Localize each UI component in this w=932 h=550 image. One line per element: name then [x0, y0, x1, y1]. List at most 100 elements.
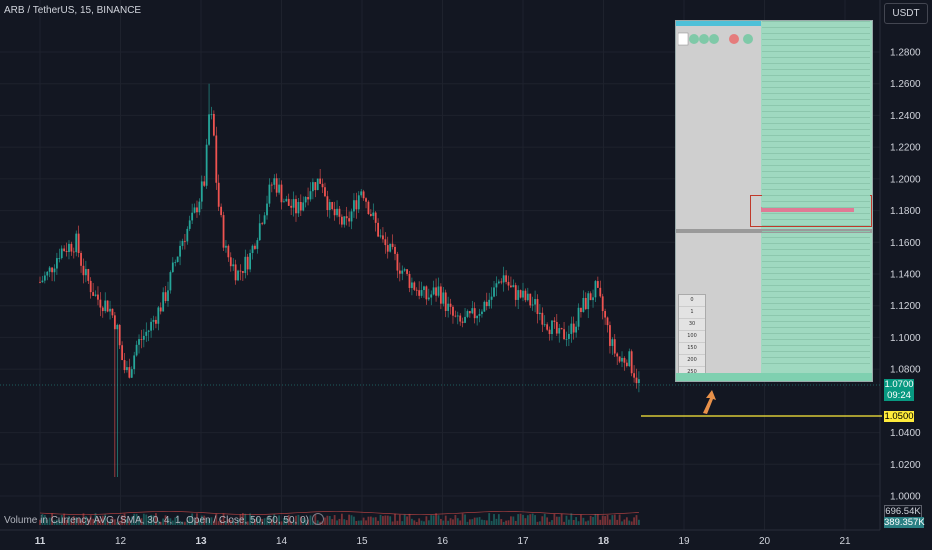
- candle-body: [606, 317, 609, 326]
- volume-bar: [372, 517, 375, 525]
- volume-bar: [548, 521, 551, 525]
- volume-bar: [225, 521, 227, 525]
- candle-body: [616, 353, 619, 357]
- candle-body: [307, 196, 309, 200]
- dom-selector-value[interactable]: 0: [679, 295, 705, 307]
- volume-bar: [633, 517, 635, 525]
- dom-option[interactable]: 150: [679, 343, 705, 355]
- dom-option[interactable]: 100: [679, 331, 705, 343]
- dom-row: [762, 231, 870, 232]
- candle-body: [357, 195, 360, 210]
- volume-bar: [87, 518, 90, 525]
- candle-body: [188, 220, 191, 229]
- dom-option[interactable]: 1: [679, 307, 705, 319]
- candle-body: [473, 308, 476, 319]
- candle-body: [541, 312, 544, 325]
- candle-body: [403, 269, 406, 271]
- volume-bar: [60, 515, 63, 525]
- candle-body: [565, 338, 568, 340]
- volume-bar: [324, 517, 326, 525]
- volume-bar: [46, 519, 49, 525]
- candle-body: [601, 296, 604, 312]
- volume-bar: [534, 515, 536, 525]
- volume-bar: [186, 519, 189, 525]
- volume-bar: [625, 517, 628, 525]
- candle-body: [551, 320, 553, 335]
- dom-row: [762, 57, 870, 58]
- volume-bar: [541, 516, 544, 525]
- volume-bar: [360, 520, 363, 525]
- candle-body: [198, 201, 201, 213]
- candle-body: [369, 213, 372, 216]
- candle-body: [113, 315, 116, 330]
- candle-body: [39, 281, 41, 283]
- volume-bar: [621, 521, 623, 525]
- volume-bar: [374, 517, 377, 525]
- dom-row: [762, 27, 870, 28]
- dom-row: [762, 33, 870, 34]
- y-tick-label: 1.1800: [890, 206, 921, 217]
- dom-row: [762, 129, 870, 130]
- candle-body: [621, 357, 623, 362]
- candle-body: [70, 243, 73, 252]
- volume-bar: [478, 517, 481, 525]
- volume-bar: [452, 519, 454, 525]
- volume-bar: [522, 514, 524, 525]
- volume-ma-line: [39, 511, 639, 515]
- volume-bar: [203, 515, 206, 525]
- volume-bar: [111, 517, 114, 525]
- candle-body: [461, 321, 464, 323]
- candle-body: [439, 286, 442, 304]
- candle-body: [111, 308, 114, 316]
- candle-body: [150, 321, 152, 331]
- candle-body: [510, 285, 512, 288]
- dom-option[interactable]: 30: [679, 319, 705, 331]
- candle-body: [314, 182, 317, 191]
- candle-body: [234, 264, 237, 281]
- candle-body: [633, 373, 635, 378]
- dom-row: [762, 105, 870, 106]
- candle-body: [524, 290, 527, 301]
- candle-body: [611, 339, 614, 346]
- volume-indicator-label[interactable]: Volume in Currency AVG (SMA, 30, 4, 1, O…: [4, 513, 324, 526]
- candle-body: [217, 182, 220, 207]
- dom-option[interactable]: 200: [679, 355, 705, 367]
- candle-body: [476, 315, 479, 319]
- dom-size-selector[interactable]: 0 1 30 100 150 200 250: [678, 294, 706, 381]
- candle-body: [123, 360, 126, 371]
- volume-bar: [415, 521, 418, 525]
- candle-body: [613, 339, 616, 354]
- candle-body: [126, 367, 128, 371]
- dom-row: [762, 123, 870, 124]
- volume-bar: [167, 518, 169, 525]
- candle-body: [152, 319, 155, 322]
- volume-bar: [138, 515, 140, 525]
- volume-bar: [604, 516, 607, 525]
- dom-row: [762, 135, 870, 136]
- volume-bar: [526, 515, 529, 525]
- volume-bar: [456, 518, 459, 525]
- volume-bar: [254, 519, 256, 525]
- dom-row: [762, 267, 870, 268]
- candle-body: [570, 323, 573, 334]
- x-tick-label: 20: [759, 536, 771, 547]
- volume-bar: [439, 518, 442, 525]
- volume-bar: [256, 517, 259, 525]
- candle-body: [464, 316, 466, 323]
- volume-bar: [162, 518, 165, 525]
- volume-bar: [500, 519, 503, 525]
- symbol-title[interactable]: ARB / TetherUS, 15, BINANCE: [4, 5, 142, 16]
- arrow-annotation[interactable]: [703, 390, 716, 414]
- dom-row: [762, 261, 870, 262]
- candle-body: [171, 262, 174, 273]
- volume-bar: [558, 516, 561, 525]
- dom-row: [762, 21, 870, 22]
- candle-body: [287, 198, 290, 206]
- dom-toolbar: [678, 32, 753, 46]
- currency-button[interactable]: USDT: [884, 3, 928, 24]
- candle-body: [326, 196, 329, 211]
- volume-bar: [326, 515, 329, 525]
- candle-countdown: 09:24: [887, 390, 911, 401]
- eye-icon[interactable]: [311, 513, 324, 525]
